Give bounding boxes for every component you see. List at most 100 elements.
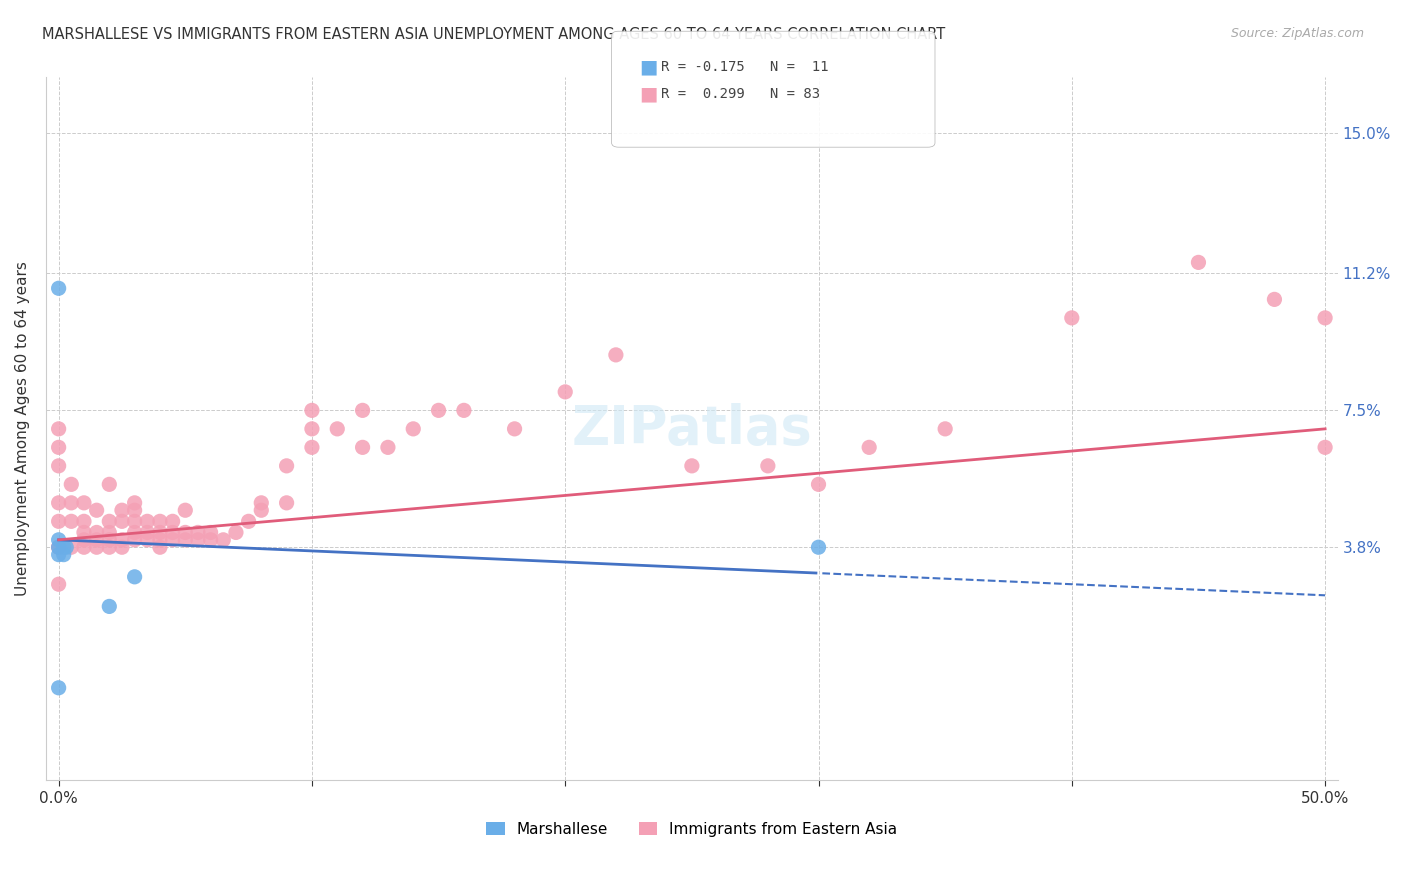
Point — [756, 458, 779, 473]
Point — [60, 496, 83, 510]
Point — [200, 533, 222, 547]
Point — [187, 525, 209, 540]
Point — [858, 441, 880, 455]
Text: ■: ■ — [640, 57, 658, 77]
Point — [807, 477, 830, 491]
Point — [86, 533, 108, 547]
Point — [48, 422, 70, 436]
Point — [1313, 310, 1336, 325]
Point — [554, 384, 576, 399]
Point — [162, 533, 184, 547]
Point — [427, 403, 450, 417]
Point — [73, 514, 96, 528]
Point — [98, 525, 121, 540]
Point — [98, 599, 121, 614]
Point — [60, 477, 83, 491]
Point — [48, 514, 70, 528]
Point — [1313, 441, 1336, 455]
Point — [174, 525, 197, 540]
Point — [124, 503, 146, 517]
Point — [111, 503, 134, 517]
Point — [48, 548, 70, 562]
Point — [124, 525, 146, 540]
Point — [326, 422, 349, 436]
Point — [98, 514, 121, 528]
Point — [187, 533, 209, 547]
Point — [48, 540, 70, 554]
Point — [60, 540, 83, 554]
Point — [111, 540, 134, 554]
Point — [149, 533, 172, 547]
Point — [124, 533, 146, 547]
Point — [1060, 310, 1083, 325]
Point — [377, 441, 399, 455]
Point — [86, 503, 108, 517]
Point — [48, 458, 70, 473]
Point — [681, 458, 703, 473]
Point — [250, 503, 273, 517]
Point — [1187, 255, 1209, 269]
Point — [1263, 293, 1285, 307]
Point — [453, 403, 475, 417]
Text: R = -0.175   N =  11: R = -0.175 N = 11 — [661, 60, 828, 74]
Point — [605, 348, 627, 362]
Point — [48, 577, 70, 591]
Point — [162, 514, 184, 528]
Point — [352, 403, 374, 417]
Point — [73, 533, 96, 547]
Point — [86, 525, 108, 540]
Point — [124, 514, 146, 528]
Point — [301, 441, 323, 455]
Point — [98, 540, 121, 554]
Point — [301, 403, 323, 417]
Point — [48, 496, 70, 510]
Point — [124, 496, 146, 510]
Point — [162, 525, 184, 540]
Point — [276, 458, 298, 473]
Point — [60, 514, 83, 528]
Point — [52, 548, 75, 562]
Point — [402, 422, 425, 436]
Point — [48, 540, 70, 554]
Point — [124, 570, 146, 584]
Point — [136, 533, 159, 547]
Point — [301, 422, 323, 436]
Point — [352, 441, 374, 455]
Point — [807, 540, 830, 554]
Point — [98, 477, 121, 491]
Text: R =  0.299   N = 83: R = 0.299 N = 83 — [661, 87, 820, 101]
Text: Source: ZipAtlas.com: Source: ZipAtlas.com — [1230, 27, 1364, 40]
Point — [111, 533, 134, 547]
Point — [48, 681, 70, 695]
Point — [136, 514, 159, 528]
Point — [212, 533, 235, 547]
Point — [86, 540, 108, 554]
Point — [73, 496, 96, 510]
Point — [238, 514, 260, 528]
Point — [48, 540, 70, 554]
Point — [225, 525, 247, 540]
Legend: Marshallese, Immigrants from Eastern Asia: Marshallese, Immigrants from Eastern Asi… — [481, 815, 904, 843]
Point — [250, 496, 273, 510]
Point — [48, 281, 70, 295]
Point — [98, 533, 121, 547]
Text: ZIPatlas: ZIPatlas — [571, 403, 813, 455]
Point — [48, 533, 70, 547]
Point — [174, 503, 197, 517]
Point — [48, 441, 70, 455]
Point — [200, 525, 222, 540]
Point — [73, 540, 96, 554]
Point — [149, 514, 172, 528]
Point — [149, 540, 172, 554]
Point — [503, 422, 526, 436]
Point — [174, 533, 197, 547]
Text: ■: ■ — [640, 84, 658, 103]
Point — [111, 514, 134, 528]
Y-axis label: Unemployment Among Ages 60 to 64 years: Unemployment Among Ages 60 to 64 years — [15, 261, 30, 596]
Point — [934, 422, 956, 436]
Point — [55, 540, 77, 554]
Point — [73, 525, 96, 540]
Point — [149, 525, 172, 540]
Point — [276, 496, 298, 510]
Point — [136, 525, 159, 540]
